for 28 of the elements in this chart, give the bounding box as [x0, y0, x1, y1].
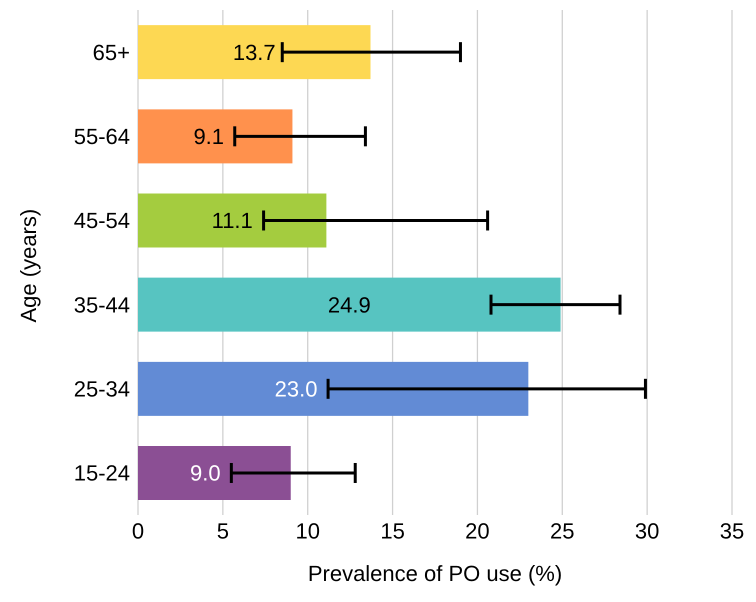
data-label: 9.1	[193, 124, 224, 150]
y-tick-label: 65+	[92, 40, 130, 65]
bar	[138, 25, 371, 80]
x-tick-label: 25	[550, 518, 575, 544]
bar	[138, 109, 292, 164]
x-axis-title: Prevalence of PO use (%)	[308, 561, 562, 586]
x-tick-label: 35	[720, 518, 744, 544]
x-tick-label: 30	[634, 518, 660, 544]
y-tick-label: 55-64	[74, 124, 130, 150]
bar	[138, 278, 561, 332]
data-label: 11.1	[212, 208, 253, 234]
y-tick-label: 35-44	[74, 292, 130, 318]
data-label: 23.0	[274, 376, 318, 402]
bar	[138, 362, 528, 416]
data-label: 9.0	[190, 460, 221, 486]
x-tick-label: 10	[295, 518, 320, 544]
x-tick-label: 0	[132, 518, 144, 544]
x-tick-label: 20	[465, 518, 490, 544]
y-tick-label: 45-54	[74, 208, 130, 234]
y-axis-title: Age (years)	[16, 208, 41, 322]
data-label: 24.9	[328, 292, 371, 318]
x-tick-label: 15	[380, 518, 405, 544]
bar	[138, 446, 291, 500]
y-tick-label: 15-24	[74, 460, 130, 486]
data-label: 13.7	[232, 40, 276, 65]
bar	[138, 193, 326, 248]
x-tick-label: 5	[216, 518, 229, 544]
y-tick-label: 25-34	[74, 376, 130, 402]
